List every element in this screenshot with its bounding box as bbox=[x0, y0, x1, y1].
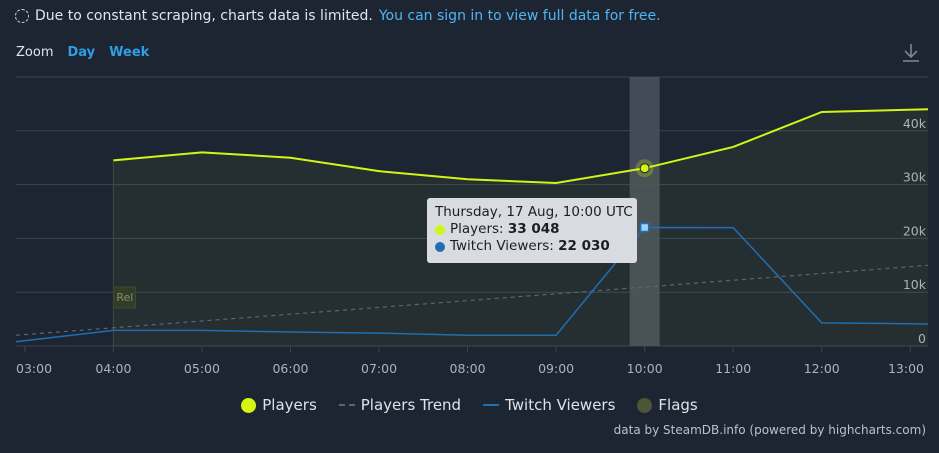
x-tick-label: 09:00 bbox=[538, 361, 574, 376]
y-tick-label: 10k bbox=[903, 277, 927, 292]
legend-players-trend[interactable]: Players Trend bbox=[338, 396, 462, 414]
legend-players-label: Players bbox=[262, 396, 317, 414]
tooltip-players-row: Players: 33 048 bbox=[435, 221, 637, 238]
x-tick-label: 06:00 bbox=[272, 361, 308, 376]
twitch-dot-icon bbox=[435, 241, 445, 252]
legend-twitch-viewers[interactable]: Twitch Viewers bbox=[483, 396, 615, 414]
players-line bbox=[113, 108, 929, 184]
tooltip-twitch-value: 22 030 bbox=[558, 238, 610, 254]
x-tick-label: 03:00 bbox=[16, 361, 52, 376]
loading-spinner-icon bbox=[15, 9, 29, 23]
twitch-hover-point bbox=[639, 222, 650, 233]
tooltip-players-value: 33 048 bbox=[507, 221, 560, 237]
chart-legend: Players Players Trend Twitch Viewers Fla… bbox=[0, 396, 939, 414]
tooltip-twitch-row: Twitch Viewers: 22 030 bbox=[435, 238, 637, 255]
legend-flags[interactable]: Flags bbox=[637, 396, 698, 414]
x-tick-label: 13:00 bbox=[888, 361, 924, 376]
y-tick-label: 30k bbox=[903, 170, 927, 185]
legend-flags-label: Flags bbox=[658, 396, 698, 414]
zoom-label: Zoom bbox=[16, 45, 54, 60]
y-tick-label: 40k bbox=[903, 116, 927, 131]
chart-credit: data by SteamDB.info (powered by highcha… bbox=[613, 423, 926, 437]
zoom-bar: Zoom Day Week bbox=[16, 45, 149, 60]
players-legend-icon bbox=[241, 397, 257, 413]
x-tick-label: 04:00 bbox=[95, 361, 131, 376]
y-tick-label: 20k bbox=[903, 223, 927, 238]
download-icon[interactable] bbox=[901, 42, 921, 64]
flag-box bbox=[112, 286, 136, 309]
players-trend-line bbox=[15, 264, 929, 336]
scraping-notice: Due to constant scraping, charts data is… bbox=[15, 8, 661, 24]
flag-label: Rel bbox=[116, 291, 133, 304]
flags-legend-icon bbox=[637, 397, 653, 413]
zoom-week-button[interactable]: Week bbox=[109, 45, 150, 60]
x-tick-label: 08:00 bbox=[450, 361, 486, 376]
twitch-legend-icon bbox=[483, 404, 500, 406]
chart-tooltip: Thursday, 17 Aug, 10:00 UTC Players: 33 … bbox=[427, 198, 637, 263]
legend-players[interactable]: Players bbox=[241, 396, 317, 414]
tooltip-title: Thursday, 17 Aug, 10:00 UTC bbox=[435, 204, 633, 220]
tooltip-players-label: Players: bbox=[450, 221, 508, 237]
players-hover-point bbox=[639, 163, 650, 174]
legend-twitch-label: Twitch Viewers bbox=[505, 396, 616, 414]
legend-trend-label: Players Trend bbox=[360, 396, 462, 414]
x-tick-label: 10:00 bbox=[627, 361, 663, 376]
tooltip-twitch-label: Twitch Viewers: bbox=[450, 238, 559, 254]
players-dot-icon bbox=[435, 224, 445, 235]
y-tick-label: 0 bbox=[918, 331, 926, 346]
x-tick-label: 11:00 bbox=[715, 361, 751, 376]
zoom-day-button[interactable]: Day bbox=[67, 45, 96, 60]
sign-in-link[interactable]: You can sign in to view full data for fr… bbox=[378, 8, 661, 24]
notice-text: Due to constant scraping, charts data is… bbox=[35, 8, 373, 24]
x-tick-label: 12:00 bbox=[804, 361, 840, 376]
twitch-viewers-line bbox=[15, 226, 929, 343]
x-tick-label: 07:00 bbox=[361, 361, 397, 376]
trend-legend-icon bbox=[338, 404, 355, 406]
x-tick-label: 05:00 bbox=[184, 361, 220, 376]
